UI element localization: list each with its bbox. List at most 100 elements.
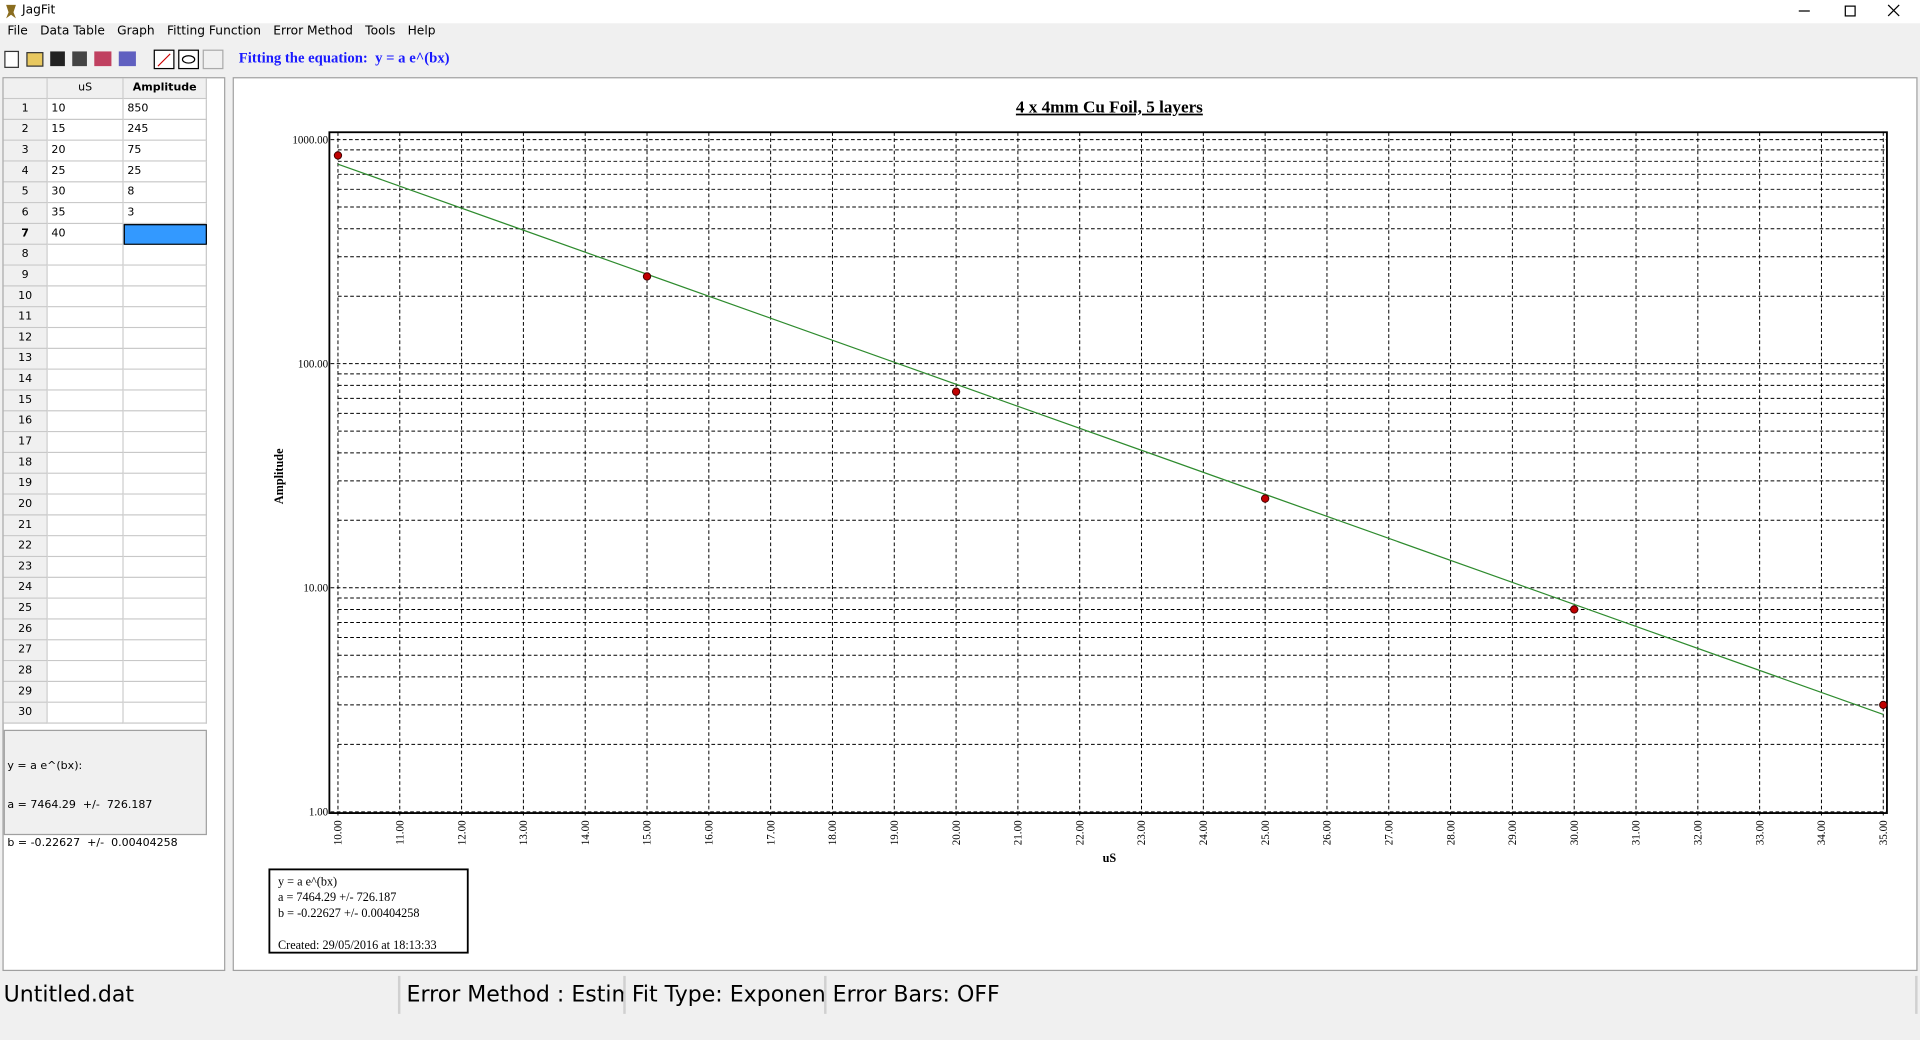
x-tick-label: 28.00 [1445,820,1457,845]
cell[interactable] [123,577,207,599]
x-tick-label: 16.00 [704,820,716,845]
cell[interactable] [47,557,124,578]
cell[interactable]: 850 [123,99,207,121]
cell[interactable] [123,286,207,308]
cell[interactable] [47,390,124,412]
cell[interactable] [123,640,207,662]
window-controls[interactable] [1788,0,1920,23]
row-number: 25 [3,598,48,620]
cell[interactable] [123,432,207,454]
cell[interactable] [123,619,207,641]
cell[interactable] [47,494,124,516]
cell[interactable] [47,244,124,266]
data-point [951,387,961,396]
cell[interactable] [47,307,124,329]
row-number: 17 [3,432,48,454]
cell[interactable]: 25 [123,161,207,183]
toolbar-icons[interactable] [2,48,235,70]
cell[interactable] [47,640,124,662]
cell[interactable] [47,515,124,537]
cell[interactable]: 15 [47,120,124,141]
data-table: uS Amplitude 1 10 850 2 15 245 3 20 75 4 25 25 5 30 8 6 35… [3,78,207,727]
cell[interactable] [123,307,207,329]
cell[interactable] [47,682,124,703]
cell[interactable] [123,224,207,245]
cell[interactable] [123,265,207,287]
cell[interactable] [123,598,207,620]
cell[interactable] [47,661,124,683]
cell[interactable]: 75 [123,140,207,162]
cell[interactable] [123,453,207,474]
chart-title: 4 x 4mm Cu Foil, 5 layers [1016,98,1203,117]
cell[interactable]: 40 [47,224,124,245]
menu-item[interactable]: Help [407,24,436,38]
row-number: 19 [3,473,48,495]
cell[interactable] [47,619,124,641]
row-number: 4 [3,161,48,183]
cell[interactable]: 10 [47,99,124,121]
cell[interactable]: 35 [47,203,124,225]
fit-line-3: b = -0.22627 +/- 0.00404258 [7,837,178,850]
menu-item[interactable]: Error Method [273,24,353,38]
x-tick-label: 12.00 [456,820,468,845]
menu-item[interactable]: File [7,24,28,38]
cell[interactable]: 25 [47,161,124,183]
row-number: 11 [3,307,48,329]
cell[interactable] [47,348,124,370]
cell[interactable] [47,598,124,620]
data-point [333,151,343,160]
cell[interactable] [47,411,124,433]
cell[interactable] [123,390,207,412]
cell[interactable] [47,473,124,495]
cell[interactable] [47,432,124,454]
cell[interactable] [123,557,207,578]
x-tick-label: 31.00 [1631,820,1643,845]
row-number: 5 [3,182,48,204]
cell[interactable]: 20 [47,140,124,162]
menu-item[interactable]: Graph [117,24,155,38]
cell[interactable] [123,536,207,558]
column-header: Amplitude [123,78,207,100]
cell[interactable] [123,411,207,433]
x-tick-label: 15.00 [642,820,654,845]
cell[interactable] [47,702,124,724]
menu-item[interactable]: Tools [365,24,396,38]
cell[interactable]: 245 [123,120,207,141]
cell[interactable] [123,369,207,391]
row-number: 30 [3,702,48,724]
menu-item[interactable]: Data Table [40,24,105,38]
row-number: 28 [3,661,48,683]
cell[interactable] [123,661,207,683]
cell[interactable] [47,328,124,349]
cell[interactable] [47,369,124,391]
cell[interactable] [123,473,207,495]
cell[interactable] [47,536,124,558]
x-tick-label: 18.00 [827,820,839,845]
row-number: 15 [3,390,48,412]
cell[interactable] [123,348,207,370]
cell[interactable] [47,453,124,474]
info-box-line: b = -0.22627 +/- 0.00404258 [278,906,420,920]
x-tick-label: 13.00 [518,820,530,845]
cell[interactable] [123,702,207,724]
row-number: 1 [3,99,48,121]
cell[interactable] [123,494,207,516]
cell[interactable]: 30 [47,182,124,204]
cell[interactable]: 8 [123,182,207,204]
cell[interactable] [47,265,124,287]
cell[interactable]: 3 [123,203,207,225]
y-axis-label: Amplitude [272,448,286,504]
row-number: 22 [3,536,48,558]
cell[interactable] [47,286,124,308]
cell[interactable] [47,577,124,599]
row-number: 10 [3,286,48,308]
cell[interactable] [123,244,207,266]
cell[interactable] [123,682,207,703]
x-tick-label: 33.00 [1754,820,1766,845]
x-tick-label: 14.00 [580,820,592,845]
menu-item[interactable]: Fitting Function [166,24,262,38]
cell[interactable] [123,515,207,537]
y-tick-label: 1000.00 [292,134,328,146]
cell[interactable] [123,328,207,349]
app-icon [6,4,16,19]
